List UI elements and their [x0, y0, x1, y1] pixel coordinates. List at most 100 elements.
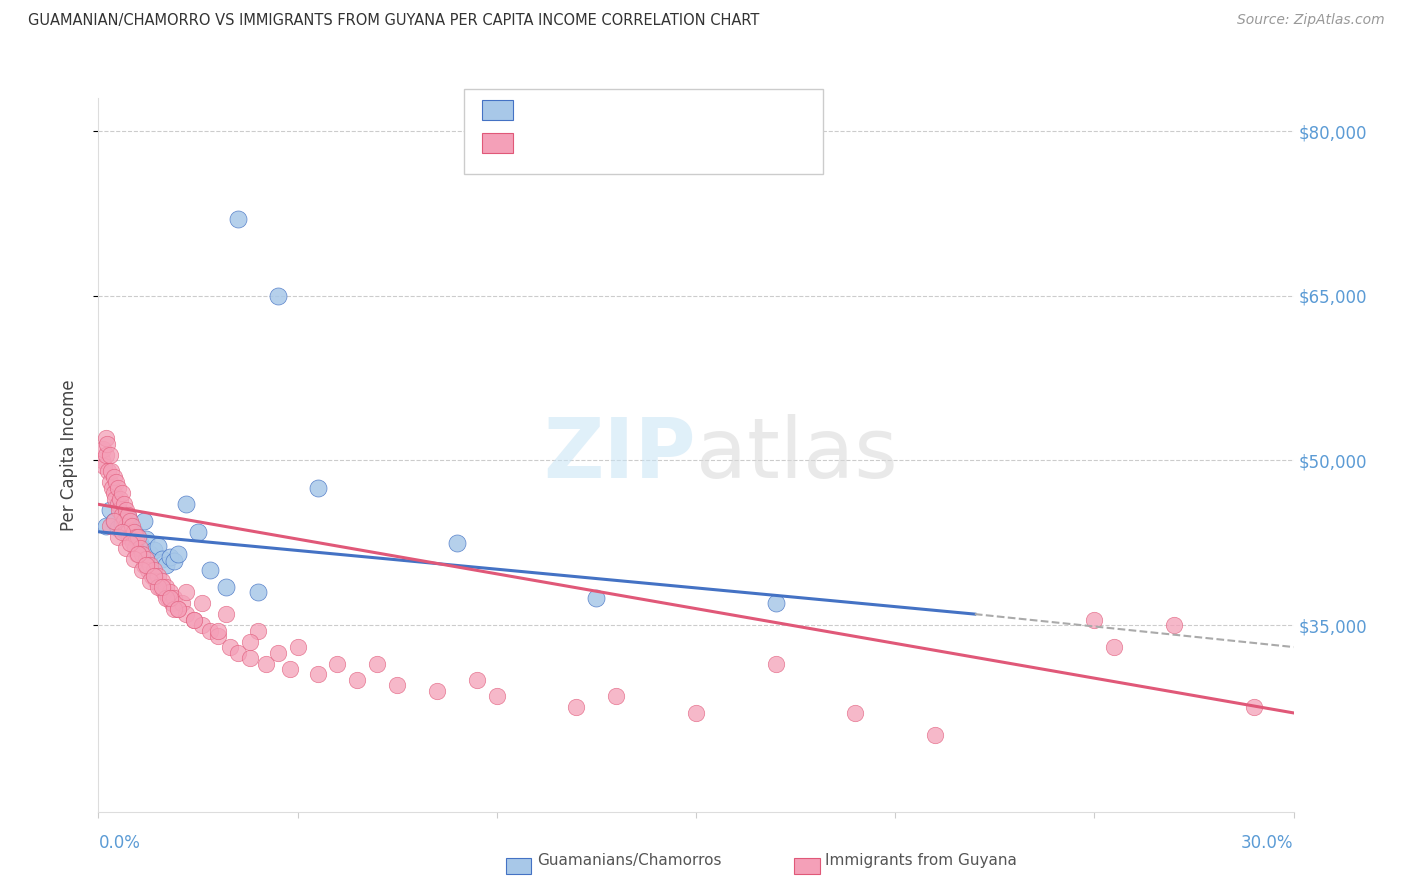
Point: [198, 624, 221, 638]
Point: [98, 448, 122, 462]
Point: [924, 728, 946, 742]
Point: [150, 574, 173, 589]
Point: [131, 547, 153, 561]
Point: [115, 503, 138, 517]
Point: [127, 530, 149, 544]
Point: [110, 508, 132, 523]
Point: [107, 521, 129, 535]
Point: [94, 448, 117, 462]
Point: [157, 591, 180, 605]
Point: [159, 591, 181, 605]
Point: [174, 497, 197, 511]
Point: [226, 211, 249, 226]
Point: [120, 535, 142, 549]
Text: -0.168: -0.168: [571, 101, 630, 119]
Point: [107, 481, 129, 495]
Point: [121, 519, 143, 533]
Point: [239, 651, 262, 665]
Point: [385, 678, 409, 692]
Point: [426, 684, 449, 698]
Point: [127, 547, 149, 561]
Point: [129, 541, 152, 556]
Point: [153, 585, 176, 599]
Point: [111, 524, 134, 539]
Point: [191, 618, 214, 632]
Point: [100, 464, 122, 478]
Point: [307, 667, 329, 681]
Text: R =: R =: [524, 134, 561, 152]
Point: [254, 657, 277, 671]
Point: [112, 508, 135, 523]
Point: [143, 568, 166, 582]
Point: [215, 607, 238, 621]
Text: 0.0%: 0.0%: [98, 834, 141, 852]
Point: [246, 624, 269, 638]
Point: [110, 491, 132, 506]
Point: [127, 530, 149, 544]
Point: [163, 554, 186, 568]
Point: [98, 475, 121, 490]
Point: [112, 497, 135, 511]
Point: [103, 514, 125, 528]
Point: [114, 519, 136, 533]
Point: [207, 629, 229, 643]
Text: ZIP: ZIP: [544, 415, 696, 495]
Point: [183, 613, 205, 627]
Point: [124, 524, 146, 539]
Point: [605, 690, 627, 704]
Text: -0.355: -0.355: [571, 134, 630, 152]
Text: atlas: atlas: [696, 415, 897, 495]
Text: 30.0%: 30.0%: [1241, 834, 1294, 852]
Text: Source: ZipAtlas.com: Source: ZipAtlas.com: [1237, 13, 1385, 28]
Point: [1104, 640, 1126, 654]
Point: [143, 543, 166, 558]
Point: [765, 657, 787, 671]
Point: [120, 514, 142, 528]
Point: [96, 519, 118, 533]
Point: [131, 541, 153, 556]
Point: [346, 673, 368, 687]
Point: [1243, 700, 1265, 714]
Point: [139, 558, 162, 572]
Point: [131, 563, 153, 577]
Text: 36: 36: [700, 101, 723, 119]
Point: [107, 497, 129, 511]
Point: [121, 530, 143, 544]
Point: [129, 535, 152, 549]
Point: [111, 517, 134, 532]
Point: [97, 464, 120, 478]
Point: [183, 613, 205, 627]
Point: [148, 568, 170, 582]
Text: N =: N =: [654, 134, 690, 152]
Point: [117, 524, 139, 539]
Point: [117, 510, 139, 524]
Point: [91, 442, 114, 457]
Point: [155, 580, 177, 594]
Point: [93, 458, 115, 473]
Point: [1163, 618, 1185, 632]
Point: [485, 690, 508, 704]
Point: [104, 491, 127, 506]
Point: [167, 601, 190, 615]
Point: [124, 524, 146, 538]
Point: [446, 535, 468, 549]
Point: [107, 530, 129, 544]
Point: [125, 530, 148, 544]
Point: [136, 563, 159, 577]
Point: [125, 533, 148, 547]
Point: [115, 524, 138, 539]
Point: [117, 508, 139, 523]
Point: [112, 514, 135, 528]
Text: Immigrants from Guyana: Immigrants from Guyana: [825, 854, 1017, 868]
Point: [108, 503, 131, 517]
Point: [239, 634, 262, 648]
Text: Guamanians/Chamorros: Guamanians/Chamorros: [537, 854, 721, 868]
Point: [148, 539, 170, 553]
Point: [139, 547, 162, 561]
Point: [155, 591, 177, 605]
Point: [120, 519, 142, 533]
Point: [134, 514, 156, 528]
Point: [141, 568, 163, 582]
Point: [267, 289, 290, 303]
Point: [135, 533, 157, 547]
